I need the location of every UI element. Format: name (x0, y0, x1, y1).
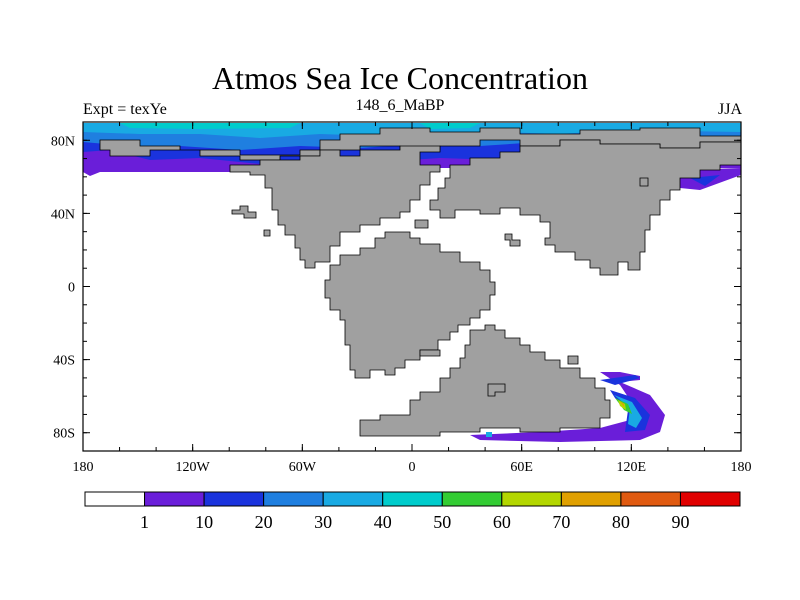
colorbar-swatch (144, 491, 205, 507)
colorbar-swatch (679, 491, 741, 507)
season-label: JJA (717, 101, 742, 118)
land-island-6 (567, 355, 579, 365)
colorbar-swatch (501, 491, 562, 507)
colorbar-label: 90 (671, 512, 689, 532)
colorbar-swatch (322, 491, 384, 507)
land-east-gondwana (359, 324, 611, 437)
y-tick-label: 40S (53, 354, 75, 369)
colorbar-label: 30 (314, 512, 332, 532)
x-tick-label: 0 (409, 460, 416, 475)
colorbar-label: 70 (552, 512, 570, 532)
axis-ticks: 180 120W 60W 0 60E 120E 180 80N 40N 0 40S 80S (51, 121, 752, 475)
y-tick-label: 80S (53, 427, 75, 442)
colorbar: 1 10 20 30 40 50 60 70 80 90 (84, 491, 741, 532)
land-island-5 (487, 383, 506, 397)
land-island-4 (504, 233, 521, 247)
land-island-8 (419, 349, 441, 357)
colorbar-label: 60 (493, 512, 511, 532)
land-masses (99, 127, 742, 437)
land-island-1 (231, 205, 257, 219)
colorbar-label: 20 (255, 512, 273, 532)
colorbar-label: 10 (195, 512, 213, 532)
x-tick-label: 60W (289, 460, 317, 475)
colorbar-label: 50 (433, 512, 451, 532)
land-island-2 (263, 229, 271, 237)
colorbar-swatch (560, 491, 622, 507)
colorbar-swatch (84, 491, 146, 507)
land-north-america (229, 145, 441, 269)
y-tick-label: 40N (51, 207, 75, 222)
colorbar-label: 40 (374, 512, 392, 532)
x-tick-label: 180 (731, 460, 752, 475)
x-tick-label: 120E (617, 460, 647, 475)
map-title: Atmos Sea Ice Concentration (212, 60, 588, 96)
x-tick-label: 120W (176, 460, 211, 475)
y-tick-label: 80N (51, 134, 75, 149)
x-tick-label: 60E (510, 460, 533, 475)
colorbar-label: 1 (140, 512, 149, 532)
experiment-label: Expt = texYe (83, 101, 167, 118)
time-label: 148_6_MaBP (355, 97, 445, 114)
x-tick-label: 180 (73, 460, 94, 475)
map-panel: 180 120W 60W 0 60E 120E 180 80N 40N 0 40S 80S (51, 121, 752, 475)
colorbar-swatch (203, 491, 265, 507)
y-tick-label: 0 (68, 281, 75, 296)
colorbar-swatch (382, 491, 443, 507)
colorbar-swatch (441, 491, 503, 507)
colorbar-swatch (620, 491, 681, 507)
land-island-3 (414, 219, 429, 229)
land-island-7 (639, 177, 649, 187)
colorbar-label: 80 (612, 512, 630, 532)
colorbar-swatch (263, 491, 324, 507)
land-eurasia (429, 139, 742, 276)
